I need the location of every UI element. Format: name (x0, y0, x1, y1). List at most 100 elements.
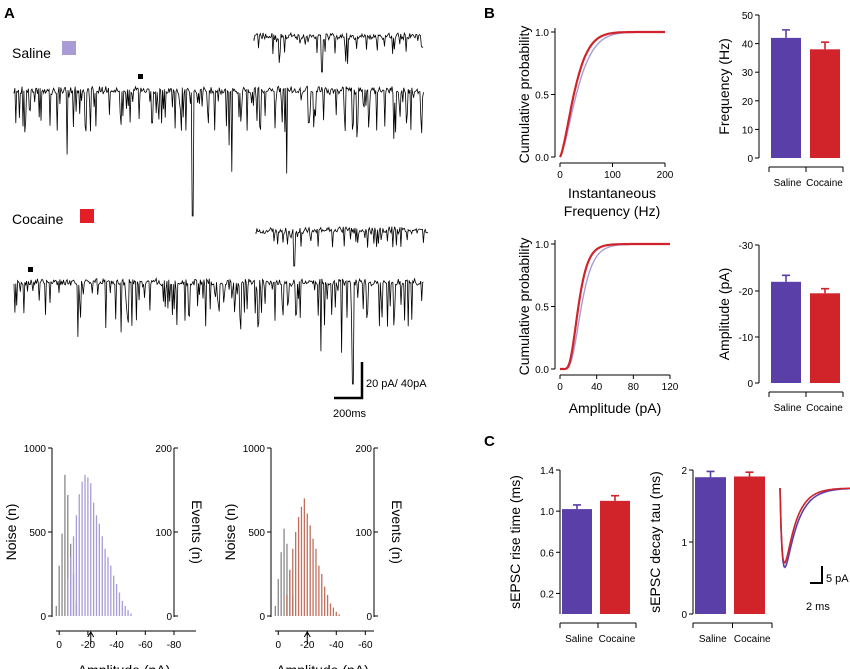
y-tick-label: 1000 (243, 444, 266, 455)
epsc-saline-trace (779, 487, 850, 569)
panel-label-b: B (484, 5, 495, 22)
y2-tick-label: 200 (355, 444, 372, 455)
noise-bar (64, 474, 66, 616)
noise-bar (277, 579, 279, 616)
bar-saline (771, 37, 801, 158)
y-axis-label: sEPSC decay tau (ms) (647, 471, 663, 613)
cdf-series-line (559, 31, 665, 158)
event-bar (315, 548, 317, 616)
bar-saline (562, 509, 592, 614)
trace-scale-bar: 20 pA/ 40pA 200ms (333, 362, 427, 420)
x-tick-label: 0 (56, 640, 62, 651)
y-tick-label: 0 (259, 612, 265, 623)
event-bar (87, 477, 89, 616)
event-bar (292, 548, 294, 616)
cocaine-swatch (80, 209, 94, 223)
event-bar (321, 574, 323, 616)
y-tick-label: 1.0 (540, 507, 554, 518)
x-tick-label: 100 (604, 170, 621, 181)
category-label: Cocaine (806, 178, 843, 189)
category-label: Saline (565, 634, 593, 645)
event-bar (107, 557, 109, 616)
panel-label-c: C (484, 433, 495, 450)
y2-axis-label: Events (n) (389, 500, 405, 564)
epsc-scale-lines (810, 566, 823, 584)
x-tick-label: -40 (329, 640, 344, 651)
y-tick-label: 0 (40, 612, 46, 623)
trace-scale-y-label: 20 pA/ 40pA (366, 378, 427, 390)
cocaine-label: Cocaine (12, 211, 64, 227)
bar-cocaine (810, 49, 840, 158)
y-axis-label: sEPSC rise time (ms) (507, 475, 523, 609)
noise-bar (58, 565, 60, 616)
y-axis-label: Cumulative probability (516, 26, 532, 164)
y-tick-label: 1 (681, 538, 687, 549)
x-tick-label: -40 (109, 640, 124, 651)
x-tick-label: -20 (300, 640, 315, 651)
bar-cocaine (600, 500, 630, 614)
bar-cocaine (734, 476, 765, 614)
event-bar (113, 575, 115, 616)
category-label: Cocaine (599, 634, 636, 645)
y-tick-label: 1.0 (535, 28, 549, 39)
y-tick-label: 1.4 (540, 466, 554, 477)
y-axis-label: Cumulative probability (516, 238, 532, 376)
noise-bar (61, 533, 63, 616)
bar-saline (771, 281, 801, 383)
event-bar (72, 536, 75, 616)
event-bar (286, 595, 288, 616)
event-bar (70, 557, 72, 616)
saline-trace-group: Saline (12, 31, 424, 217)
y-axis-label: Noise (n) (222, 504, 238, 561)
event-bar (300, 506, 303, 616)
event-bar (324, 586, 326, 616)
x-tick-label: -60 (358, 640, 373, 651)
event-bar (78, 494, 80, 616)
bar-saline (695, 477, 726, 614)
event-bar (84, 474, 86, 616)
x-axis-label: Instantaneous Frequency (Hz) (564, 185, 660, 219)
event-bar (295, 532, 297, 616)
epsc-scale-y-label: 5 pA (826, 573, 849, 585)
frequency-bar-chart: 0 10 20 30 40 50 Saline Cocaine Frequency (Hz) (716, 11, 844, 189)
y-axis-label: Frequency (Hz) (716, 38, 732, 134)
event-bar (110, 565, 112, 616)
y-tick-label: 20 (742, 97, 754, 108)
y-tick-label: -30 (739, 241, 754, 252)
y2-tick-label: 200 (155, 444, 172, 455)
y-tick-label: 0 (747, 379, 753, 390)
error-bar (782, 29, 790, 38)
event-bar (118, 592, 121, 616)
event-bar (338, 614, 340, 616)
event-bar (121, 600, 123, 616)
y-axis-label: Noise (n) (3, 504, 19, 561)
cocaine-marker (28, 267, 33, 272)
error-bar (821, 41, 829, 50)
error-bar (611, 494, 619, 501)
x-tick-label: 0 (557, 382, 563, 393)
event-bar (127, 610, 129, 616)
y-tick-label: 40 (742, 40, 754, 51)
event-bar (90, 483, 92, 616)
amplitude-cdf-chart: 0.0 0.5 1.0 0 40 80 120 Cumulative probability A… (516, 238, 679, 416)
y-tick-label: 50 (742, 11, 754, 22)
cocaine-inset-trace (255, 226, 429, 267)
epsc-average-overlay: 5 pA 2 ms (779, 487, 850, 613)
y-tick-label: 500 (248, 528, 265, 539)
y-tick-label: 0.0 (535, 365, 549, 376)
noise-bar (274, 605, 277, 616)
trace-scale-x-label: 200ms (333, 408, 367, 420)
noise-bar (280, 552, 282, 616)
mean-arrow (87, 631, 95, 644)
cdf-series-line (560, 243, 670, 370)
x-tick-label: 0 (275, 640, 281, 651)
y-tick-label: 0.0 (535, 153, 549, 164)
event-bar (81, 481, 83, 616)
cdf-series-line (559, 30, 665, 158)
saline-main-trace (13, 85, 424, 217)
event-bar (115, 584, 118, 616)
error-bar (706, 470, 715, 478)
category-label: Saline (774, 178, 802, 189)
error-bar (821, 287, 829, 294)
